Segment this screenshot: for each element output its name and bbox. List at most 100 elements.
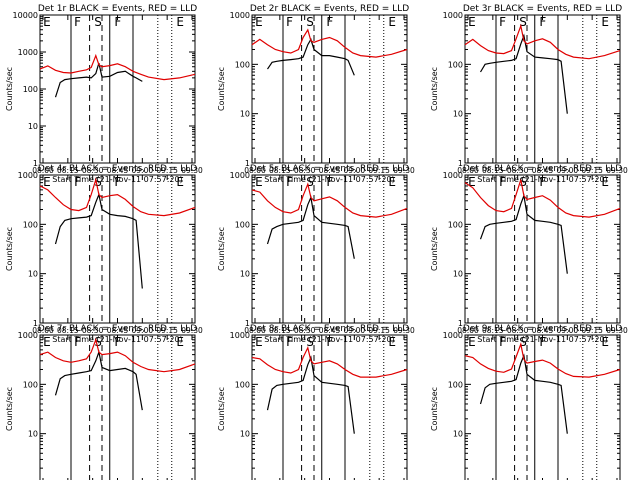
x-tick-label: 08:00 [457,326,479,335]
x-tick-label: 09:30 [393,326,415,335]
plot-title: Det 3r BLACK = Events, RED = LLD [463,4,622,14]
x-tick-label: 08:30 [507,166,529,175]
plot-title: Det 1r BLACK = Events, RED = LLD [38,4,197,14]
lld-series-line [39,53,196,81]
region-label: F [114,335,121,349]
plot-title: Det 7r BLACK = Events, RED = LLD [38,324,197,334]
region-label: F [286,175,293,189]
x-tick-label: 09:00 [557,326,579,335]
y-axis-label: Counts/sec [217,227,226,271]
y-axis-label: Counts/sec [5,227,14,271]
plot-title: Det 6r BLACK = Events, RED = LLD [463,164,622,174]
y-tick-label: 1 [458,159,463,168]
x-tick-label: 08:30 [82,166,104,175]
y-axis-label: Counts/sec [430,67,439,111]
events-series-line [266,195,355,259]
x-tick-label: 09:30 [393,166,415,175]
x-tick-label: 09:15 [368,326,390,335]
x-tick-label: 08:00 [244,166,266,175]
x-tick-label: 08:15 [269,166,291,175]
x-tick-label: 09:00 [344,326,366,335]
events-series-line [54,192,143,289]
region-label: F [539,175,546,189]
x-tick-label: 08:45 [319,326,341,335]
region-label: E [468,15,476,29]
region-label: F [326,335,333,349]
plot-title: Det 4r BLACK = Events, RED = LLD [38,164,197,174]
region-label: E [388,175,396,189]
x-tick-label: 08:15 [482,326,504,335]
lld-series-line [39,177,196,217]
plot-title: Det 8r BLACK = Events, RED = LLD [250,324,409,334]
y-tick-label: 10 [453,430,463,439]
y-axis-label: Counts/sec [5,387,14,431]
lld-series-line [251,28,408,58]
y-tick-label: 100 [23,220,38,229]
x-tick-label: 08:30 [507,326,529,335]
x-tick-label: 09:00 [132,166,154,175]
events-series-line [266,355,355,434]
lld-series-line [464,23,621,60]
y-axis-label: Counts/sec [430,387,439,431]
y-tick-label: 1000 [18,171,38,180]
lld-series-line [464,342,621,378]
y-tick-label: 1 [33,159,38,168]
region-label: E [43,15,51,29]
y-tick-label: 10 [28,430,38,439]
y-tick-label: 1 [458,319,463,328]
region-label: E [176,335,184,349]
lld-series-line [39,337,196,373]
region-label: F [539,15,546,29]
y-tick-label: 10 [28,122,38,131]
region-label: E [601,15,609,29]
x-tick-label: 09:15 [156,326,178,335]
region-label: S [306,335,314,349]
region-label: E [388,335,396,349]
region-label: S [519,15,527,29]
region-label: F [286,15,293,29]
events-series-line [479,353,568,434]
region-label: E [388,15,396,29]
events-series-line [54,62,143,98]
x-tick-label: 08:30 [82,326,104,335]
y-tick-label: 100 [23,380,38,389]
region-label: F [499,335,506,349]
plot-title: Det 5r BLACK = Events, RED = LLD [250,164,409,174]
region-label: S [94,335,102,349]
y-axis-label: Counts/sec [430,227,439,271]
y-tick-label: 10 [240,270,250,279]
region-label: F [114,15,121,29]
y-tick-label: 10 [240,430,250,439]
region-label: S [306,15,314,29]
region-label: E [255,335,263,349]
region-label: E [468,335,476,349]
events-series-line [479,193,568,274]
region-label: E [255,175,263,189]
x-tick-label: 09:15 [581,166,603,175]
x-tick-label: 08:45 [532,166,554,175]
y-tick-label: 10 [453,110,463,119]
y-tick-label: 1000 [230,331,250,340]
plot-8: Det 8r BLACK = Events, RED = LLDEFSFE110… [217,324,409,484]
y-tick-label: 1 [33,319,38,328]
x-tick-label: 09:00 [132,326,154,335]
region-label: S [519,175,527,189]
x-tick-label: 08:00 [457,166,479,175]
x-tick-label: 08:45 [107,166,129,175]
y-tick-label: 10 [28,270,38,279]
lld-series-line [464,179,621,218]
x-tick-label: 09:30 [606,166,628,175]
region-label: F [74,335,81,349]
y-tick-label: 10 [240,110,250,119]
region-label: E [43,335,51,349]
y-tick-label: 100 [448,380,463,389]
y-tick-label: 1000 [230,171,250,180]
x-tick-label: 08:45 [107,326,129,335]
x-tick-label: 09:00 [557,166,579,175]
region-label: S [94,15,102,29]
region-label: F [74,15,81,29]
x-tick-label: 09:15 [156,166,178,175]
